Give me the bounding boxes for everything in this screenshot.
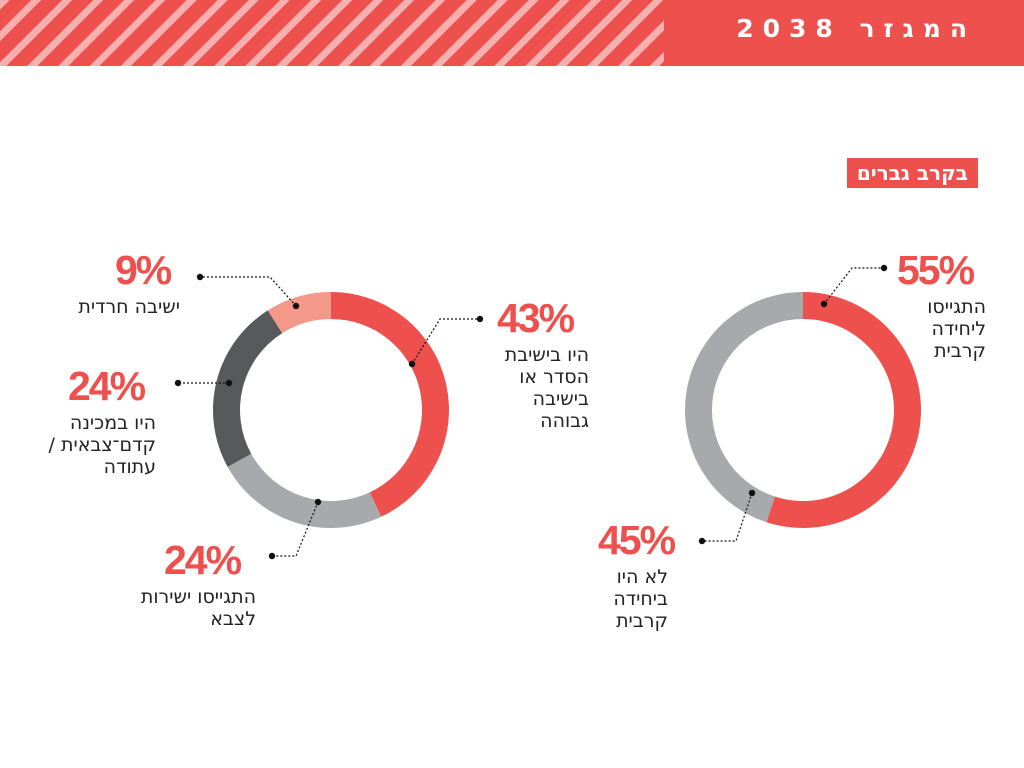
value-label-45: 45% (598, 517, 676, 563)
leader-9-start-dot (292, 302, 300, 310)
leader-43-start-dot (408, 360, 416, 368)
section-badge: בקרב גברים (846, 158, 978, 188)
leader-45-start-dot (748, 489, 756, 497)
donut-chart-combat (685, 292, 921, 528)
category-label-prep: היו במכינה קדם־צבאית / עתודה (48, 412, 156, 478)
donut-slice-0 (766, 292, 921, 528)
category-label-haredi: ישיבה חרדית (78, 296, 180, 318)
value-label-9: 9% (115, 247, 172, 293)
leader-43-end-dot (476, 315, 484, 323)
leader-24-direct-start-dot (314, 498, 322, 506)
donut-slice-2 (213, 310, 283, 467)
leader-24-direct-end-dot (268, 552, 276, 560)
leader-45-end-dot (698, 537, 706, 545)
leader-55-line (823, 267, 884, 305)
value-label-55: 55% (897, 247, 975, 293)
header-solid-block (664, 0, 1024, 66)
donut-slice-1 (227, 453, 382, 528)
donut-slice-0 (331, 292, 449, 517)
leader-9-line (200, 276, 297, 307)
donut-slice-3 (267, 292, 331, 334)
donut-slice-1 (685, 292, 803, 523)
leader-55-end-dot (880, 264, 888, 272)
leader-24-prep-start-dot (225, 379, 233, 387)
value-label-24-direct: 24% (164, 537, 242, 583)
header-bar: המגזר 2038 (0, 0, 1024, 66)
leader-55-start-dot (820, 300, 828, 308)
category-label-non-combat: לא היו ביחידה קרבית (613, 566, 668, 632)
header-title: המגזר 2038 (736, 14, 976, 43)
leader-lines (174, 264, 888, 560)
value-label-43: 43% (497, 295, 575, 341)
leader-24-prep-end-dot (174, 379, 182, 387)
leader-43-line (411, 318, 480, 365)
leader-45-line (702, 492, 753, 542)
category-label-hesder: היו בישיבת הסדר או בישיבה גבוהה (504, 344, 589, 432)
category-label-combat: התגייסו ליחידה קרבית (927, 296, 986, 362)
value-label-24-prep: 24% (68, 363, 146, 409)
category-label-direct: התגייסו ישירות לצבא (140, 586, 256, 630)
donut-chart-pre-service (213, 292, 449, 528)
leader-9-end-dot (196, 273, 204, 281)
